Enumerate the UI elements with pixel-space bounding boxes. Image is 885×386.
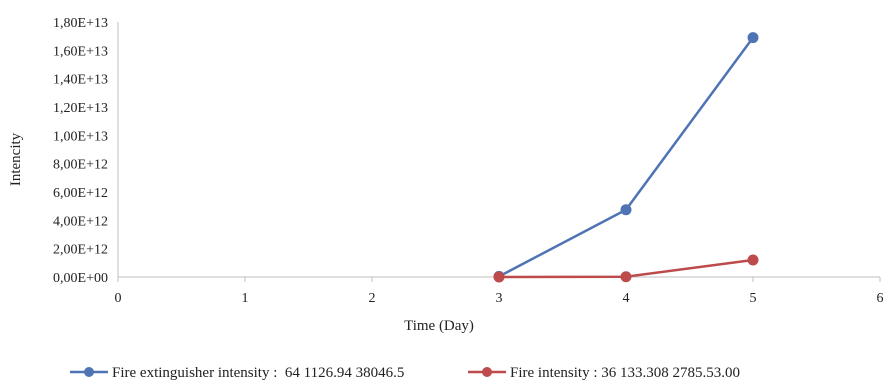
y-tick-label: 4,00E+12 bbox=[53, 214, 108, 229]
x-tick-label: 3 bbox=[496, 291, 503, 306]
x-tick-label: 5 bbox=[750, 291, 757, 306]
y-tick-label: 1,20E+13 bbox=[53, 101, 108, 116]
x-tick-label: 4 bbox=[623, 291, 630, 306]
legend: Fire extinguisher intensity : 64 1126.94… bbox=[70, 365, 740, 381]
x-tick-label: 0 bbox=[115, 291, 122, 306]
y-tick-labels: 0,00E+00 2,00E+12 4,00E+12 6,00E+12 8,00E+12… bbox=[53, 16, 108, 286]
data-point bbox=[493, 271, 505, 283]
series-line bbox=[498, 36, 755, 278]
x-tick-label: 6 bbox=[877, 291, 884, 306]
x-tick-label: 1 bbox=[242, 291, 249, 306]
y-tick-label: 2,00E+12 bbox=[53, 243, 108, 258]
series-group bbox=[493, 32, 759, 283]
y-tick-label: 1,00E+13 bbox=[53, 129, 108, 144]
y-tick-label: 8,00E+12 bbox=[53, 158, 108, 173]
series-2 bbox=[493, 254, 759, 283]
legend-item: Fire intensity : 36 133.308 2785.53.00 bbox=[468, 365, 740, 381]
data-point bbox=[747, 254, 759, 266]
y-tick-label: 1,60E+13 bbox=[53, 44, 108, 59]
data-point bbox=[620, 204, 632, 216]
y-tick-label: 1,40E+13 bbox=[53, 73, 108, 88]
data-point bbox=[620, 271, 632, 283]
legend-label: Fire intensity : 36 133.308 2785.53.00 bbox=[510, 365, 740, 381]
legend-item: Fire extinguisher intensity : 64 1126.94… bbox=[70, 365, 404, 381]
x-tick-label: 2 bbox=[369, 291, 376, 306]
x-tick-labels: 0 1 2 3 4 5 6 bbox=[115, 291, 884, 306]
legend-swatch-marker bbox=[482, 367, 492, 377]
y-tick-label: 0,00E+00 bbox=[53, 271, 108, 286]
y-tick-label: 6,00E+12 bbox=[53, 186, 108, 201]
data-point bbox=[747, 32, 759, 44]
x-axis-title: Time (Day) bbox=[404, 318, 474, 334]
series-1 bbox=[493, 32, 759, 282]
legend-swatch-marker bbox=[84, 367, 94, 377]
y-tick-label: 1,80E+13 bbox=[53, 16, 108, 31]
y-axis-title: Intencity bbox=[8, 132, 24, 186]
legend-label: Fire extinguisher intensity : 64 1126.94… bbox=[112, 365, 404, 381]
